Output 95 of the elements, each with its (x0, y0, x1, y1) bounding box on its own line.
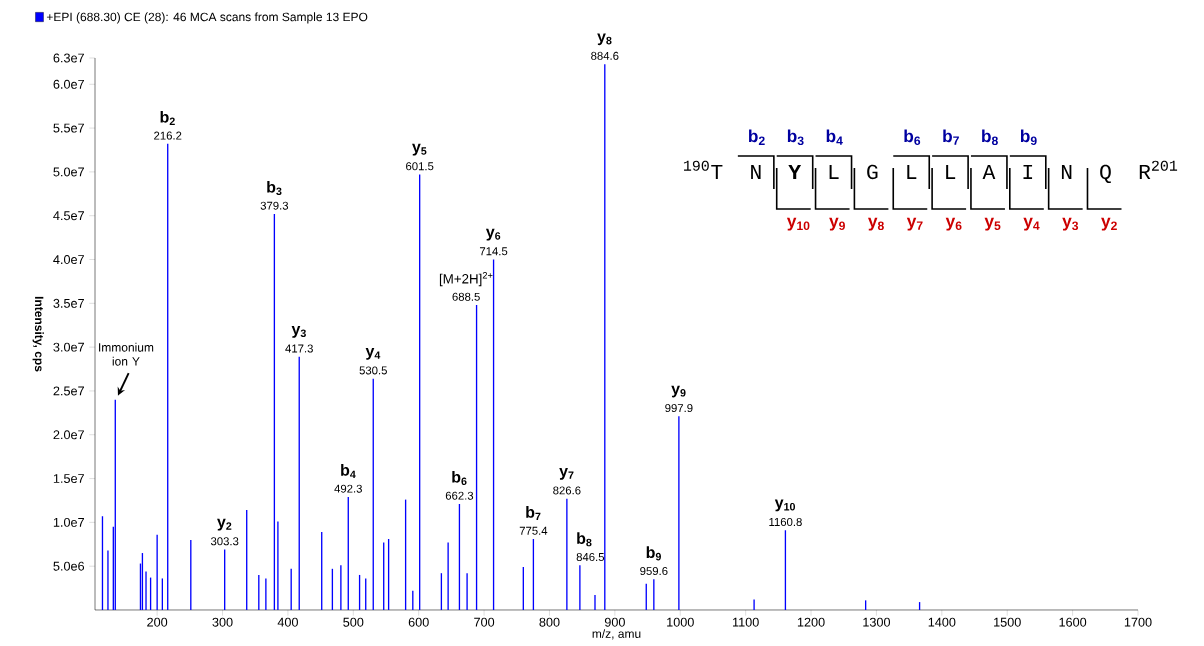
x-tick-label: 1400 (928, 617, 956, 627)
y-tick-label: 1.0e7 (53, 517, 84, 527)
annotation: b$_{4}$ (826, 129, 843, 145)
annotation: y$_{10}$ (774, 499, 796, 512)
annotation: I (1023, 164, 1033, 179)
annotation: y$_{7}$ (559, 468, 574, 480)
annotation: 997.9 (665, 404, 693, 413)
y-tick-label: 3.5e7 (53, 298, 84, 308)
annotation: 714.5 (479, 247, 508, 256)
annotation: 662.3 (445, 491, 474, 500)
annotation: y$_{9}$ (829, 217, 845, 231)
annotation: y$_{3}$ (1062, 217, 1079, 231)
legend-label: +EPI (688.30) CE (28): 46 MCA scans from Sample 13 EPO (46, 12, 368, 24)
text: R$^{201}$ (1139, 160, 1178, 179)
annotation: b$_{2}$ (160, 110, 175, 125)
annotation: 601.5 (406, 162, 434, 171)
y-tick-label: 2.0e7 (53, 430, 84, 440)
annotation: [M+2H]$^{2+}$ (439, 272, 493, 287)
annotation: 688.5 (452, 292, 480, 301)
annotation: 303.3 (210, 537, 239, 546)
annotation: b$_{8}$ (982, 129, 998, 146)
y-tick-label: 5.5e7 (53, 123, 84, 133)
y-axis-title: Intensity, cps (32, 296, 44, 372)
annotation: 379.3 (260, 201, 289, 210)
annotation: b$_{4}$ (341, 464, 356, 479)
x-tick-label: 600 (408, 617, 429, 627)
annotation: N (751, 164, 761, 179)
annotation: 492.3 (334, 484, 362, 493)
annotation: b$_{9}$ (646, 546, 661, 561)
annotation: N (1061, 164, 1072, 179)
x-tick-label: 1200 (797, 617, 825, 627)
annotation: 884.6 (591, 51, 619, 60)
annotation: G (867, 164, 878, 180)
annotation: L (829, 164, 839, 179)
annotation: y$_{8}$ (597, 33, 612, 46)
annotation: 530.5 (359, 366, 387, 375)
annotation: y$_{5}$ (984, 217, 1001, 231)
annotation: Y (788, 164, 802, 179)
annotation: y$_{7}$ (906, 217, 923, 231)
annotation: y$_{4}$ (1023, 217, 1040, 231)
x-tick-label: 1700 (1124, 617, 1152, 627)
x-tick-label: 1100 (733, 617, 759, 627)
y-tick-label: 4.0e7 (53, 255, 84, 264)
y-tick-label: 3.0e7 (53, 342, 84, 352)
annotation: L (946, 164, 956, 179)
y-tick-label: 4.5e7 (53, 211, 84, 221)
annotation: L (907, 164, 917, 179)
x-tick-label: 1600 (1059, 617, 1087, 627)
y-tick-label: 6.3e7 (53, 53, 84, 63)
x-tick-label: 900 (604, 617, 625, 627)
x-tick-label: 300 (212, 617, 233, 627)
x-tick-label: 200 (147, 617, 168, 627)
annotation: b$_{6}$ (452, 470, 467, 486)
annotation: 846.5 (576, 553, 605, 562)
y-tick-label: 2.5e7 (53, 386, 84, 396)
annotation: y$_{5}$ (412, 143, 427, 156)
annotation: 959.6 (640, 567, 668, 576)
annotation: b$_{7}$ (526, 506, 541, 521)
annotation: Immonium ion Y (99, 342, 154, 366)
x-tick-label: 800 (539, 617, 560, 627)
x-tick-label: 500 (343, 617, 364, 627)
annotation: y$_{4}$ (365, 347, 381, 360)
annotation: b$_{8}$ (577, 532, 592, 547)
annotation: 775.4 (519, 526, 548, 535)
annotation: b$_{3}$ (787, 129, 804, 146)
annotation: Q (1100, 164, 1111, 184)
annotation: 216.2 (154, 131, 182, 140)
annotation: $^{190}$T (683, 160, 723, 179)
annotation: b$_{7}$ (943, 129, 959, 145)
x-tick-label: 700 (474, 617, 495, 627)
annotation: 826.6 (553, 486, 581, 495)
annotation: y$_{8}$ (868, 217, 884, 231)
annotation: b$_{9}$ (1020, 129, 1037, 146)
annotation: y$_{9}$ (671, 385, 686, 398)
annotation: b$_{2}$ (749, 129, 765, 145)
annotation: y$_{6}$ (945, 217, 962, 231)
y-tick-label: 5.0e7 (53, 167, 84, 177)
x-axis-title: m/z, amu (592, 629, 641, 640)
annotation: y$_{3}$ (291, 326, 306, 338)
x-tick-label: 1500 (994, 617, 1021, 627)
y-tick-label: 5.0e6 (53, 561, 85, 571)
annotation: b$_{6}$ (904, 129, 921, 146)
annotation: 1160.8 (769, 517, 802, 526)
y-tick-label: 1.5e7 (53, 474, 84, 483)
x-tick-label: 400 (277, 617, 298, 627)
annotation: y$_{6}$ (485, 228, 501, 241)
annotation: 417.3 (285, 344, 313, 353)
annotation: b$_{3}$ (267, 180, 282, 196)
annotation: y$_{10}$ (786, 217, 810, 231)
y-tick-label: 6.0e7 (53, 79, 84, 89)
annotation: A (982, 164, 996, 179)
annotation: y$_{2}$ (1101, 217, 1117, 231)
x-tick-label: 1300 (863, 617, 891, 627)
x-tick-label: 1000 (667, 617, 694, 627)
annotation: y$_{2}$ (217, 518, 232, 531)
